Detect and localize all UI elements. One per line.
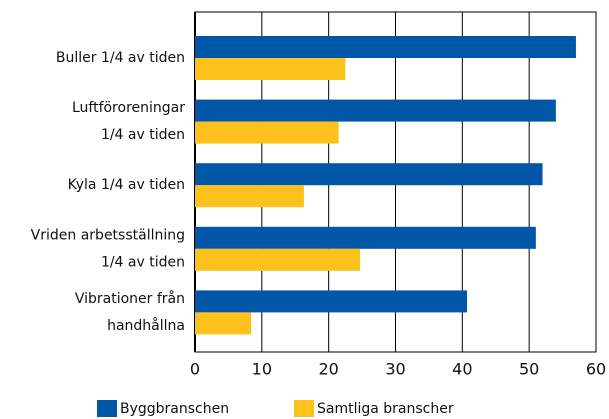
y-tick-label: Vibrationer från handhållna xyxy=(75,290,185,334)
y-tick-label: Buller 1/4 av tiden xyxy=(56,50,185,66)
bar xyxy=(195,185,304,208)
y-tick-label: Kyla 1/4 av tiden xyxy=(68,177,185,193)
x-tick-label: 0 xyxy=(190,360,200,379)
x-tick-label: 20 xyxy=(318,360,338,379)
bar xyxy=(195,312,252,335)
x-tick-label: 60 xyxy=(586,360,606,379)
legend-swatch xyxy=(294,400,314,417)
bar xyxy=(195,290,468,313)
bar xyxy=(195,99,556,122)
bar xyxy=(195,58,346,80)
bar xyxy=(195,226,536,249)
y-tick-label: Luftföroreningar 1/4 av tiden xyxy=(72,100,185,143)
bar xyxy=(195,163,543,186)
y-tick-label: Vriden arbetsställning 1/4 av tiden xyxy=(31,227,185,270)
bar xyxy=(195,121,339,144)
legend-swatch xyxy=(97,400,117,417)
x-tick-label: 30 xyxy=(385,360,405,379)
x-tick-label: 40 xyxy=(452,360,472,379)
x-tick-label: 50 xyxy=(519,360,539,379)
bar xyxy=(195,248,361,271)
legend-label: Byggbranschen xyxy=(120,401,229,417)
bar xyxy=(195,36,576,58)
x-tick-label: 10 xyxy=(252,360,272,379)
legend-label: Samtliga branscher xyxy=(317,401,454,417)
